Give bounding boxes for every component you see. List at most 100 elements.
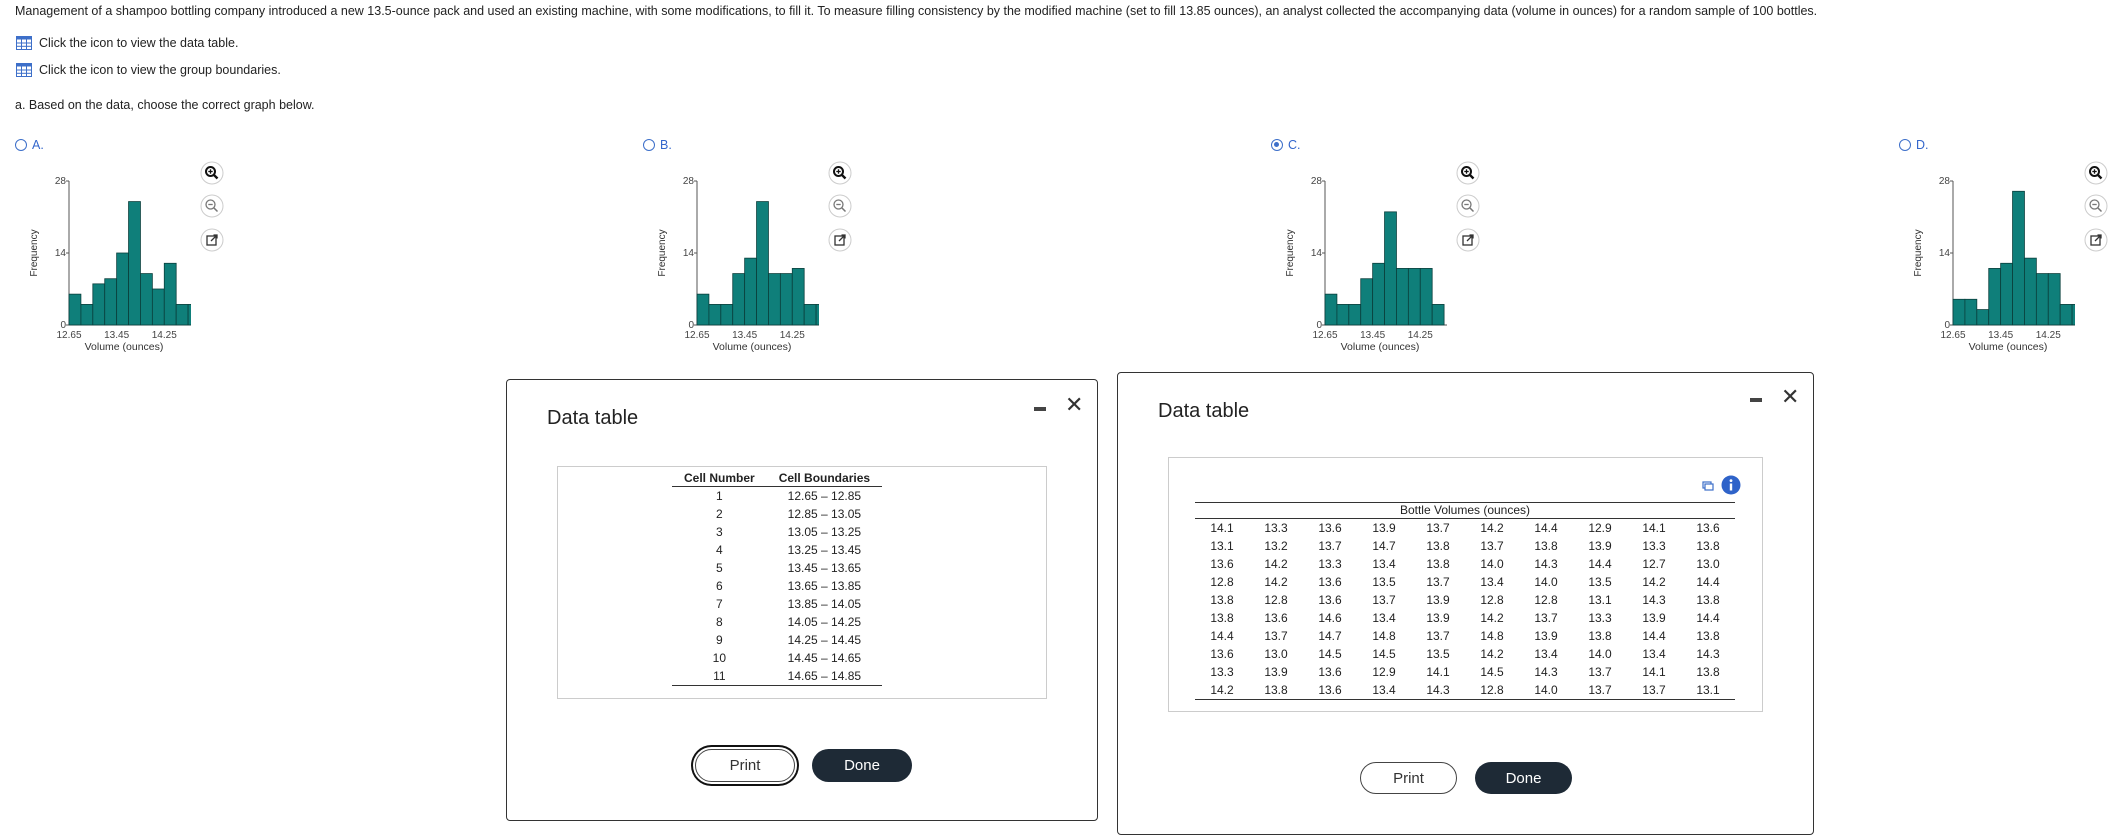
histogram-bar (140, 273, 153, 326)
volume-cell: 13.3 (1588, 611, 1612, 625)
option-c[interactable]: C. (1271, 138, 1301, 152)
group-boundaries-link-text: Click the icon to view the group boundar… (39, 63, 281, 77)
cell-number: 1 (716, 489, 723, 503)
option-b[interactable]: B. (643, 138, 672, 152)
volume-cell: 13.7 (1534, 611, 1558, 625)
x-tick-label: 12.65 (1312, 330, 1337, 341)
zoom-out-icon[interactable] (828, 194, 852, 218)
info-icon[interactable] (1721, 475, 1741, 495)
volume-cell: 12.9 (1588, 521, 1612, 535)
copy-icon[interactable] (1702, 479, 1714, 491)
volume-cell: 13.6 (1318, 521, 1342, 535)
boundaries-panel: Cell Number Cell Boundaries 1 12.65 – 12.… (557, 466, 1047, 699)
table-row: 13.1 13.2 13.7 14.7 13.8 13.7 13.8 13.9 13.3 13.8 (1195, 537, 1735, 555)
zoom-out-icon[interactable] (2084, 194, 2108, 218)
histogram-bar (116, 252, 129, 326)
y-tick-label: 28 (1311, 176, 1323, 187)
radio-button[interactable] (1271, 139, 1283, 151)
volume-cell: 14.5 (1480, 665, 1504, 679)
close-icon[interactable]: ✕ (1065, 392, 1084, 417)
table-row: 13.8 12.8 13.6 13.7 13.9 12.8 12.8 13.1 14.3 13.8 (1195, 591, 1735, 609)
volume-cell: 13.9 (1264, 665, 1288, 679)
volume-cell: 12.8 (1480, 593, 1504, 607)
minimize-icon[interactable] (1750, 398, 1762, 402)
volume-cell: 13.8 (1210, 611, 1234, 625)
histogram-bar (1372, 262, 1385, 326)
cell-number: 4 (716, 543, 723, 557)
radio-button[interactable] (15, 139, 27, 151)
x-tick-label: 12.65 (684, 330, 709, 341)
x-tick-label: 12.65 (56, 330, 81, 341)
volume-cell: 14.3 (1642, 593, 1666, 607)
volume-cell: 13.8 (1534, 539, 1558, 553)
cell-boundaries: 13.05 – 13.25 (787, 525, 862, 539)
option-d[interactable]: D. (1899, 138, 1929, 152)
cell-number: 6 (716, 579, 723, 593)
volume-cell: 13.7 (1480, 539, 1504, 553)
table-row: 14.4 13.7 14.7 14.8 13.7 14.8 13.9 13.8 14.4 13.8 (1195, 627, 1735, 645)
histogram-bar (756, 201, 769, 326)
volume-cell: 14.5 (1372, 647, 1396, 661)
histogram-bar (1348, 304, 1362, 326)
popout-icon[interactable] (828, 228, 852, 252)
histogram-bar (1964, 298, 1978, 326)
popout-icon[interactable] (1456, 228, 1480, 252)
done-button[interactable]: Done (812, 749, 912, 782)
zoom-in-icon[interactable] (2084, 161, 2108, 185)
volume-cell: 13.7 (1627, 681, 1681, 700)
close-icon[interactable]: ✕ (1781, 384, 1800, 409)
group-boundaries-link[interactable]: Click the icon to view the group boundar… (16, 63, 281, 77)
volume-cell: 14.2 (1480, 521, 1504, 535)
radio-button[interactable] (643, 139, 655, 151)
volume-cell: 14.2 (1642, 575, 1666, 589)
volume-cell: 13.0 (1264, 647, 1288, 661)
popout-icon[interactable] (2084, 228, 2108, 252)
zoom-in-icon[interactable] (200, 161, 224, 185)
zoom-out-icon[interactable] (200, 194, 224, 218)
y-tick-label: 28 (683, 176, 695, 187)
option-a[interactable]: A. (15, 138, 44, 152)
print-button[interactable]: Print (1360, 762, 1457, 794)
cell-boundaries: 12.85 – 13.05 (787, 507, 862, 521)
histogram-bar (2000, 262, 2013, 326)
histogram-bar (80, 304, 94, 326)
histogram-bar (163, 262, 177, 326)
cell-number: 11 (672, 667, 767, 686)
popout-icon[interactable] (200, 228, 224, 252)
zoom-in-icon[interactable] (1456, 161, 1480, 185)
done-button[interactable]: Done (1475, 762, 1572, 794)
table-icon[interactable] (16, 36, 32, 50)
table-icon[interactable] (16, 63, 32, 77)
histogram-bar (92, 283, 106, 326)
volume-cell: 14.6 (1318, 611, 1342, 625)
zoom-out-icon[interactable] (1456, 194, 1480, 218)
volume-cell: 12.8 (1264, 593, 1288, 607)
cell-number: 10 (712, 651, 727, 665)
volumes-table: Bottle Volumes (ounces) 14.1 13.3 13.6 13.9… (1195, 494, 1735, 700)
x-tick-label: 14.25 (2036, 330, 2061, 341)
volume-cell: 13.1 (1681, 681, 1735, 700)
volume-cell: 14.5 (1318, 647, 1342, 661)
table-row: 3 13.05 – 13.25 (672, 523, 882, 541)
histogram-bar (720, 304, 734, 326)
table-row: 10 14.45 – 14.65 (672, 649, 882, 667)
volume-cell: 13.7 (1318, 539, 1342, 553)
y-tick-label: 14 (55, 248, 67, 259)
minimize-icon[interactable] (1034, 407, 1046, 411)
zoom-in-icon[interactable] (828, 161, 852, 185)
volume-cell: 13.7 (1573, 681, 1627, 700)
print-button[interactable]: Print (695, 749, 795, 782)
y-tick-label: 14 (683, 248, 695, 259)
histogram-bar (768, 273, 781, 326)
volume-cell: 13.0 (1696, 557, 1720, 571)
y-axis-label: Frequency (657, 229, 668, 276)
histogram-bar (2024, 257, 2037, 326)
data-table-link[interactable]: Click the icon to view the data table. (16, 36, 238, 50)
histogram-bar (2035, 273, 2049, 326)
volume-cell: 14.3 (1411, 681, 1465, 700)
radio-button[interactable] (1899, 139, 1911, 151)
histogram-bar (1419, 268, 1433, 326)
table-row: 13.3 13.9 13.6 12.9 14.1 14.5 14.3 13.7 14.1 13.8 (1195, 663, 1735, 681)
histogram-bar (2047, 273, 2061, 326)
